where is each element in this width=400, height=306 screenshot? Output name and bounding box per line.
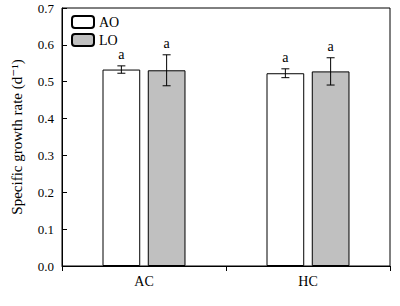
svg-text:0.7: 0.7	[38, 1, 55, 16]
svg-text:0.1: 0.1	[38, 222, 54, 237]
svg-text:AO: AO	[99, 15, 119, 30]
svg-text:0.0: 0.0	[38, 259, 54, 274]
svg-text:0.2: 0.2	[38, 185, 54, 200]
svg-text:a: a	[328, 39, 335, 54]
svg-text:a: a	[282, 50, 289, 65]
svg-text:a: a	[164, 36, 171, 51]
svg-text:0.5: 0.5	[38, 74, 54, 89]
svg-text:0.4: 0.4	[38, 111, 55, 126]
svg-text:HC: HC	[298, 274, 317, 289]
svg-text:LO: LO	[99, 33, 118, 48]
svg-text:a: a	[118, 47, 125, 62]
svg-text:AC: AC	[134, 274, 153, 289]
svg-text:0.6: 0.6	[38, 37, 55, 52]
svg-text:0.3: 0.3	[38, 148, 54, 163]
svg-text:Specific growth rate (d⁻¹): Specific growth rate (d⁻¹)	[9, 59, 26, 214]
